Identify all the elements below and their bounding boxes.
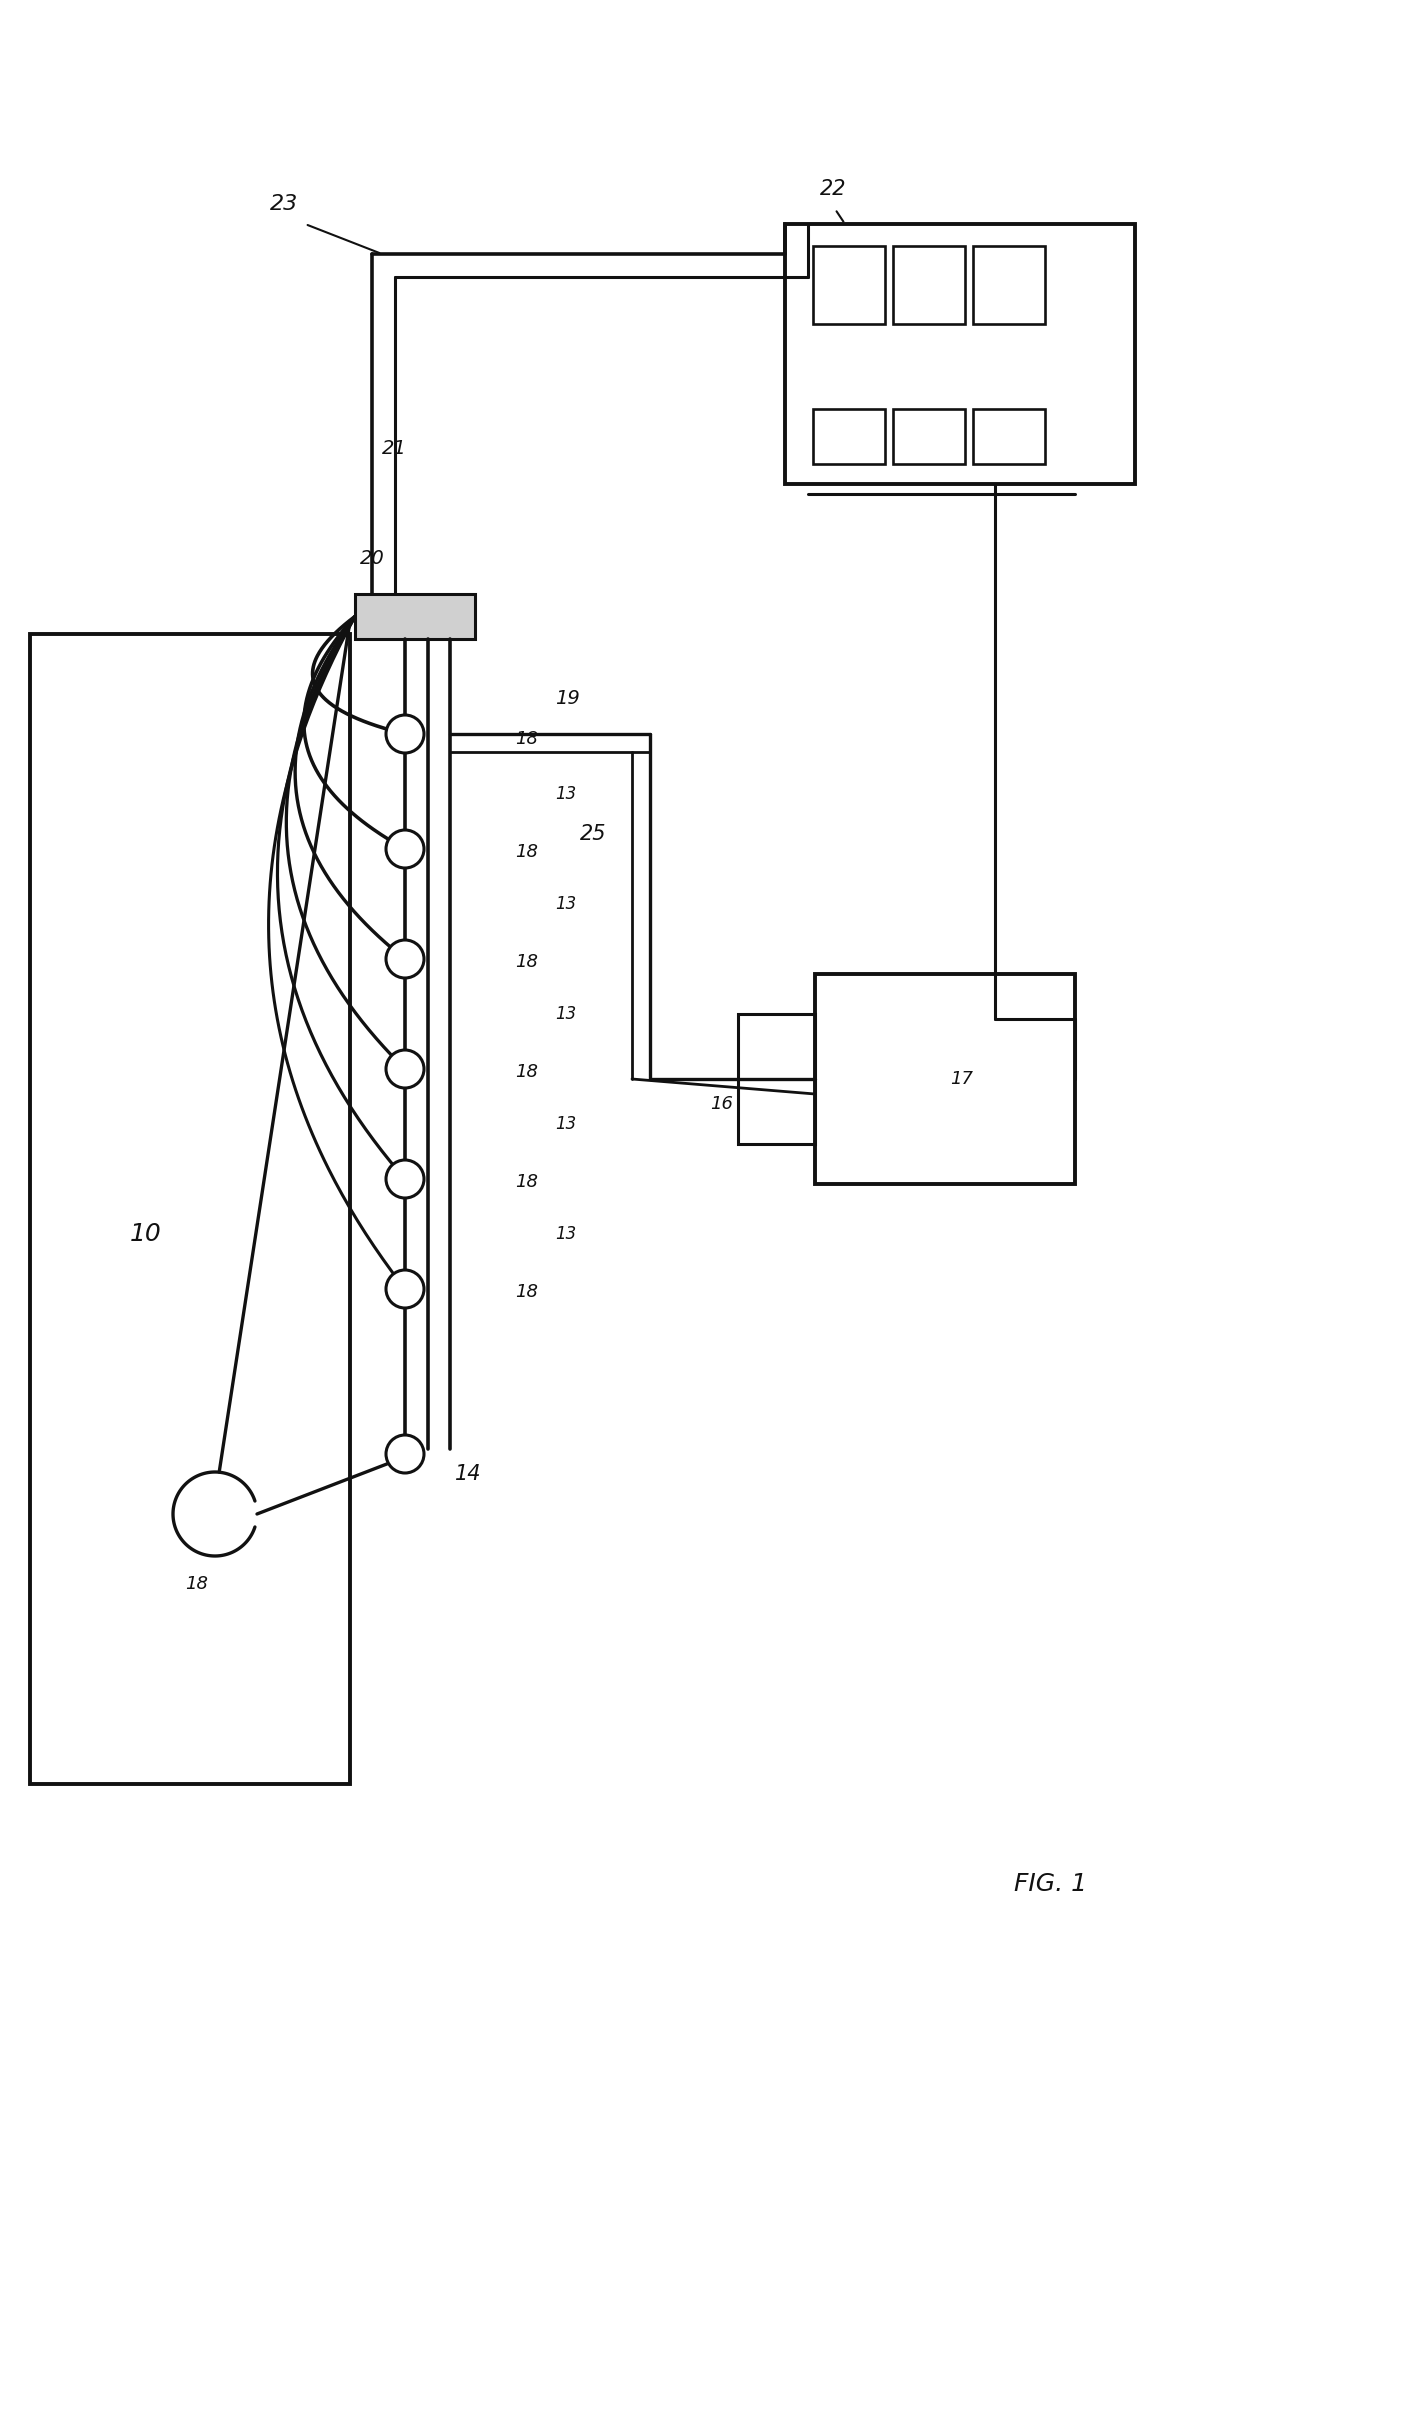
- Text: 18: 18: [515, 842, 538, 862]
- Text: 20: 20: [360, 550, 385, 570]
- Bar: [893, 409, 965, 465]
- Bar: [30, 633, 350, 1784]
- Bar: [813, 409, 885, 465]
- Text: FIG. 1: FIG. 1: [1013, 1872, 1086, 1896]
- Circle shape: [385, 1161, 424, 1198]
- Bar: [738, 1015, 815, 1144]
- Bar: [973, 246, 1045, 324]
- Text: 13: 13: [555, 786, 577, 803]
- Text: 18: 18: [515, 1173, 538, 1190]
- Bar: [355, 594, 475, 640]
- Bar: [815, 974, 1075, 1183]
- Text: 18: 18: [515, 1283, 538, 1302]
- Text: 22: 22: [821, 180, 846, 200]
- Text: 10: 10: [130, 1222, 161, 1246]
- Text: 23: 23: [270, 195, 298, 214]
- Text: 18: 18: [186, 1575, 208, 1592]
- Bar: [813, 246, 885, 324]
- Circle shape: [385, 1049, 424, 1088]
- Text: 25: 25: [579, 825, 606, 845]
- Circle shape: [385, 940, 424, 978]
- Text: 18: 18: [515, 954, 538, 971]
- Text: 13: 13: [555, 1005, 577, 1022]
- Text: 13: 13: [555, 1224, 577, 1244]
- Circle shape: [385, 830, 424, 869]
- Text: 13: 13: [555, 896, 577, 913]
- Text: 16: 16: [711, 1095, 733, 1112]
- Bar: [785, 224, 1134, 484]
- Bar: [893, 246, 965, 324]
- Text: 13: 13: [555, 1115, 577, 1132]
- Circle shape: [385, 716, 424, 752]
- Bar: [973, 409, 1045, 465]
- Text: 19: 19: [555, 689, 579, 708]
- Circle shape: [385, 1436, 424, 1473]
- Text: 18: 18: [515, 1064, 538, 1081]
- Text: 18: 18: [515, 730, 538, 747]
- Text: 21: 21: [382, 441, 407, 458]
- Text: 17: 17: [950, 1071, 973, 1088]
- Circle shape: [385, 1271, 424, 1307]
- Text: 14: 14: [455, 1463, 481, 1485]
